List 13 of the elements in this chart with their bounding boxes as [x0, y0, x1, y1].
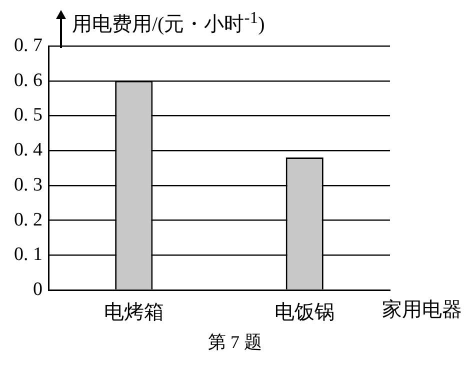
y-tick-label: 0. 2: [14, 209, 42, 230]
y-tick-label: 0. 7: [14, 34, 42, 56]
x-tick-label: 电烤箱: [104, 301, 164, 324]
y-tick-label: 0. 1: [14, 244, 42, 266]
y-axis-title: 用电费用/(元・小时$^{-1}$): [72, 8, 265, 38]
x-axis-title: 家用电器: [382, 298, 462, 323]
y-tick-label: 0. 5: [14, 104, 42, 126]
y-tick-label: 0. 3: [14, 174, 42, 196]
y-tick-label: 0. 4: [14, 140, 43, 161]
text: 第 7 题: [207, 331, 263, 354]
x-tick-label: 电饭锅: [274, 301, 335, 324]
y-tick-label: 0. 6: [14, 70, 42, 91]
y-tick-label: 0: [33, 278, 42, 300]
